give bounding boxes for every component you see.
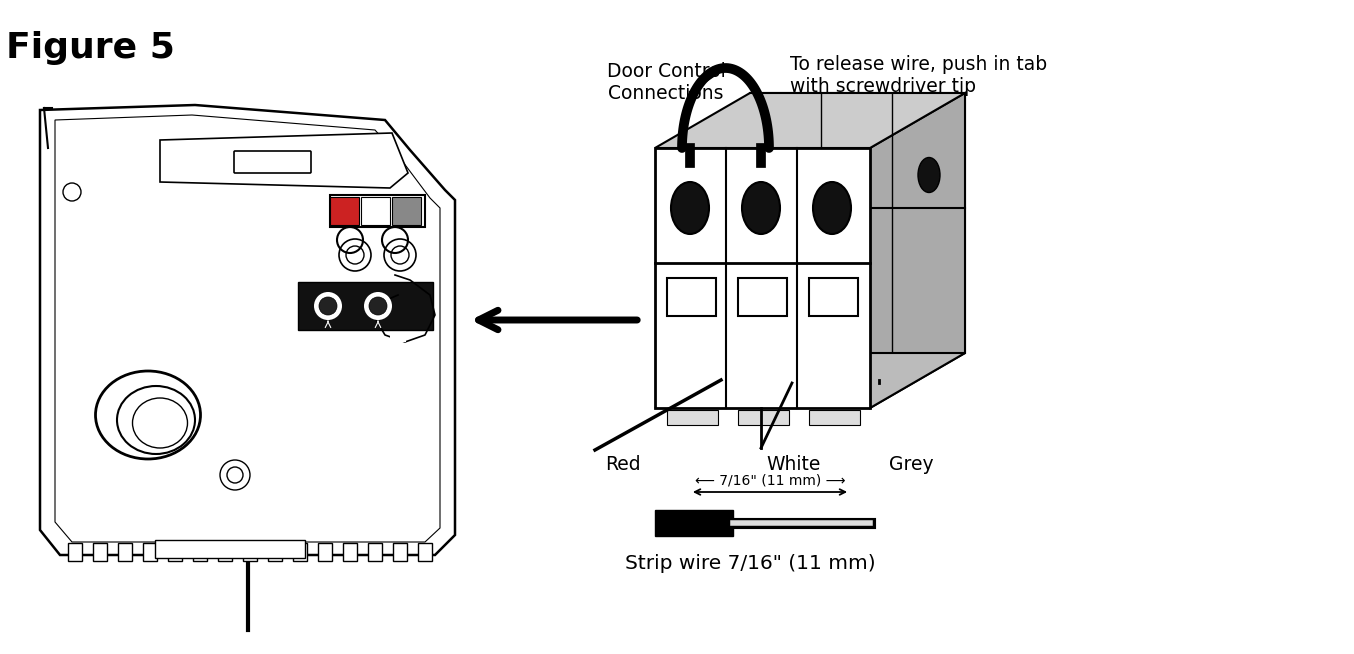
Polygon shape <box>655 93 965 148</box>
Text: Door Control
Connections: Door Control Connections <box>607 62 726 103</box>
Polygon shape <box>160 133 408 188</box>
Bar <box>168 543 181 561</box>
Bar <box>302 332 318 342</box>
Bar <box>118 543 131 561</box>
Bar <box>393 197 421 225</box>
Bar <box>194 543 207 561</box>
Ellipse shape <box>812 182 852 234</box>
Bar <box>738 278 787 316</box>
Polygon shape <box>655 353 965 408</box>
Circle shape <box>314 292 343 320</box>
Bar <box>362 197 390 225</box>
Text: White: White <box>766 455 821 474</box>
Bar <box>655 510 733 536</box>
Bar <box>347 332 363 342</box>
Bar <box>144 543 157 561</box>
Bar <box>93 543 107 561</box>
Ellipse shape <box>742 182 780 234</box>
Text: Figure 5: Figure 5 <box>5 31 175 65</box>
Polygon shape <box>41 105 455 555</box>
Polygon shape <box>750 93 965 353</box>
Polygon shape <box>871 93 965 408</box>
Text: Grey: Grey <box>890 455 934 474</box>
Text: To release wire, push in tab
with screwdriver tip: To release wire, push in tab with screwd… <box>789 55 1047 96</box>
Bar <box>655 148 871 408</box>
Bar <box>268 543 282 561</box>
Bar <box>418 543 432 561</box>
Bar <box>808 278 858 316</box>
Ellipse shape <box>918 158 940 192</box>
Bar <box>738 410 789 425</box>
Bar <box>292 543 307 561</box>
Bar <box>808 410 860 425</box>
Bar <box>68 543 83 561</box>
Bar <box>343 543 357 561</box>
Circle shape <box>320 297 337 315</box>
Circle shape <box>370 297 387 315</box>
Bar <box>318 543 332 561</box>
Bar <box>393 543 408 561</box>
Bar <box>218 543 232 561</box>
Ellipse shape <box>672 182 709 234</box>
Bar <box>668 410 718 425</box>
Bar <box>668 278 716 316</box>
Bar <box>368 543 382 561</box>
FancyBboxPatch shape <box>234 151 311 173</box>
Bar <box>330 197 359 225</box>
Circle shape <box>364 292 393 320</box>
Bar <box>154 540 305 558</box>
Text: Red: Red <box>605 455 640 474</box>
Bar <box>242 543 257 561</box>
Text: ⟵ 7/16" (11 mm) ⟶: ⟵ 7/16" (11 mm) ⟶ <box>695 474 845 488</box>
Bar <box>298 282 433 330</box>
Bar <box>390 332 406 342</box>
Bar <box>330 195 425 227</box>
Text: Strip wire 7/16" (11 mm): Strip wire 7/16" (11 mm) <box>624 554 875 573</box>
